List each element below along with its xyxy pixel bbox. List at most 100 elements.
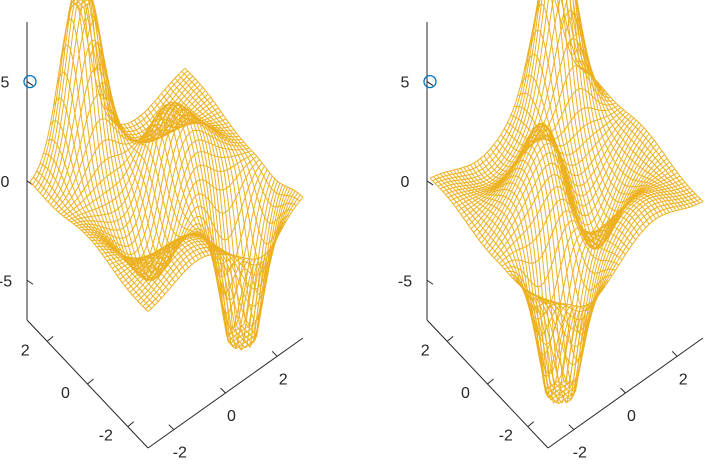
mesh-line-y [566, 0, 664, 221]
mesh-line-y [476, 152, 596, 392]
mesh-line-y [503, 128, 623, 260]
mesh-line-y [59, 44, 179, 279]
mesh-line-y [43, 153, 162, 299]
mesh-line-y [66, 1, 186, 272]
mesh-line-y [73, 0, 193, 277]
mesh-line-y [181, 71, 300, 202]
x-tick-label: -2 [173, 445, 187, 462]
x-tick [220, 387, 226, 394]
z-tick-label: 0 [1, 174, 10, 191]
z-tick-label: -5 [0, 273, 12, 290]
mesh-line-y [560, 0, 680, 211]
mesh-line-y [483, 136, 603, 361]
mesh-line-y [130, 103, 250, 314]
mesh-line-y [500, 124, 620, 266]
mesh-line-y [29, 181, 149, 312]
y-tick [46, 335, 54, 342]
surface-plot-left: 5 0 -5 2 0 -2 -2 0 2 [0, 0, 304, 462]
z-tick [426, 279, 434, 285]
x-tick [620, 387, 626, 394]
mesh-line-y [33, 176, 152, 309]
mesh-line-y [486, 130, 606, 335]
mesh-line-y [439, 173, 559, 308]
x-tick-label: 2 [279, 371, 288, 388]
surface-mesh [429, 0, 704, 405]
y-tick-label: 2 [421, 342, 430, 359]
y-tick [446, 335, 454, 342]
z-tick [426, 180, 434, 186]
x-tick-label: 2 [679, 371, 688, 388]
mesh-line-y [433, 176, 552, 306]
mesh-line-y [123, 101, 243, 278]
y-tick-label: 0 [461, 385, 470, 402]
z-tick [426, 81, 434, 87]
mesh-line-y [150, 104, 270, 344]
mesh-line-x [63, 107, 219, 217]
z-tick-label: 0 [401, 174, 410, 191]
mesh-line-x [39, 0, 196, 194]
z-tick [26, 81, 34, 87]
y-tick [527, 421, 535, 428]
mesh-line-y [534, 0, 653, 243]
mesh-line-y [578, 66, 697, 206]
z-tick [26, 279, 34, 285]
mesh-line-y [177, 74, 297, 208]
marker-circle [23, 74, 37, 89]
z-tick-label: -5 [398, 273, 412, 290]
mesh-line-y [574, 0, 674, 212]
mesh-line-y [140, 111, 260, 351]
mesh-line-y [161, 93, 280, 322]
mesh-line-y [581, 68, 700, 204]
y-tick-label: -2 [99, 428, 113, 445]
mesh-line-y [164, 89, 284, 295]
mesh-line-y [134, 105, 253, 335]
mesh-line-y [466, 165, 586, 403]
mesh-line-y [564, 13, 684, 210]
mesh-line-y [147, 108, 267, 349]
mesh-line-y [584, 69, 704, 202]
x-tick [568, 424, 575, 431]
mesh-line-y [469, 164, 589, 402]
z-tick-label: 5 [1, 75, 10, 92]
mesh-line-y [69, 0, 189, 273]
mesh-line-y [480, 144, 599, 385]
mesh-line-y [473, 159, 593, 397]
mesh-line-y [174, 77, 293, 224]
mesh-line-y [453, 169, 572, 378]
mesh-line-y [436, 174, 556, 305]
mesh-line-y [569, 0, 667, 214]
mesh-line-y [497, 122, 616, 274]
mesh-line-y [530, 3, 650, 248]
surface-mesh [29, 0, 304, 351]
x-tick-label: 0 [227, 408, 236, 425]
y-tick [87, 378, 94, 385]
z-tick-label: 5 [401, 75, 410, 92]
x-tick-label: -2 [573, 445, 587, 462]
y-tick-label: -2 [499, 428, 513, 445]
mesh-line-y [120, 104, 239, 265]
y-tick [127, 421, 135, 428]
mesh-line-y [527, 29, 647, 250]
surface-plot-right: 5 0 -5 2 0 -2 -2 0 2 [398, 0, 704, 462]
x-tick-label: 0 [627, 408, 636, 425]
y-tick [487, 378, 494, 385]
y-tick-label: 2 [21, 342, 30, 359]
mesh-line-x [462, 104, 619, 219]
mesh-line-y [567, 32, 687, 209]
marker-circle [423, 74, 437, 89]
mesh-line-y [443, 172, 562, 320]
mesh-line-y [157, 97, 277, 337]
mesh-line-y [572, 0, 670, 213]
mesh-line-y [39, 163, 159, 303]
mesh-line-y [56, 71, 176, 283]
x-tick [671, 350, 678, 357]
mesh-line-y [493, 123, 612, 291]
mesh-line-y [561, 0, 660, 229]
mesh-line-y [571, 48, 690, 208]
x-tick [168, 424, 175, 431]
y-tick-label: 0 [61, 385, 70, 402]
mesh-line-y [154, 101, 274, 342]
mesh-line-y [463, 167, 583, 404]
mesh-line-y [449, 170, 569, 356]
